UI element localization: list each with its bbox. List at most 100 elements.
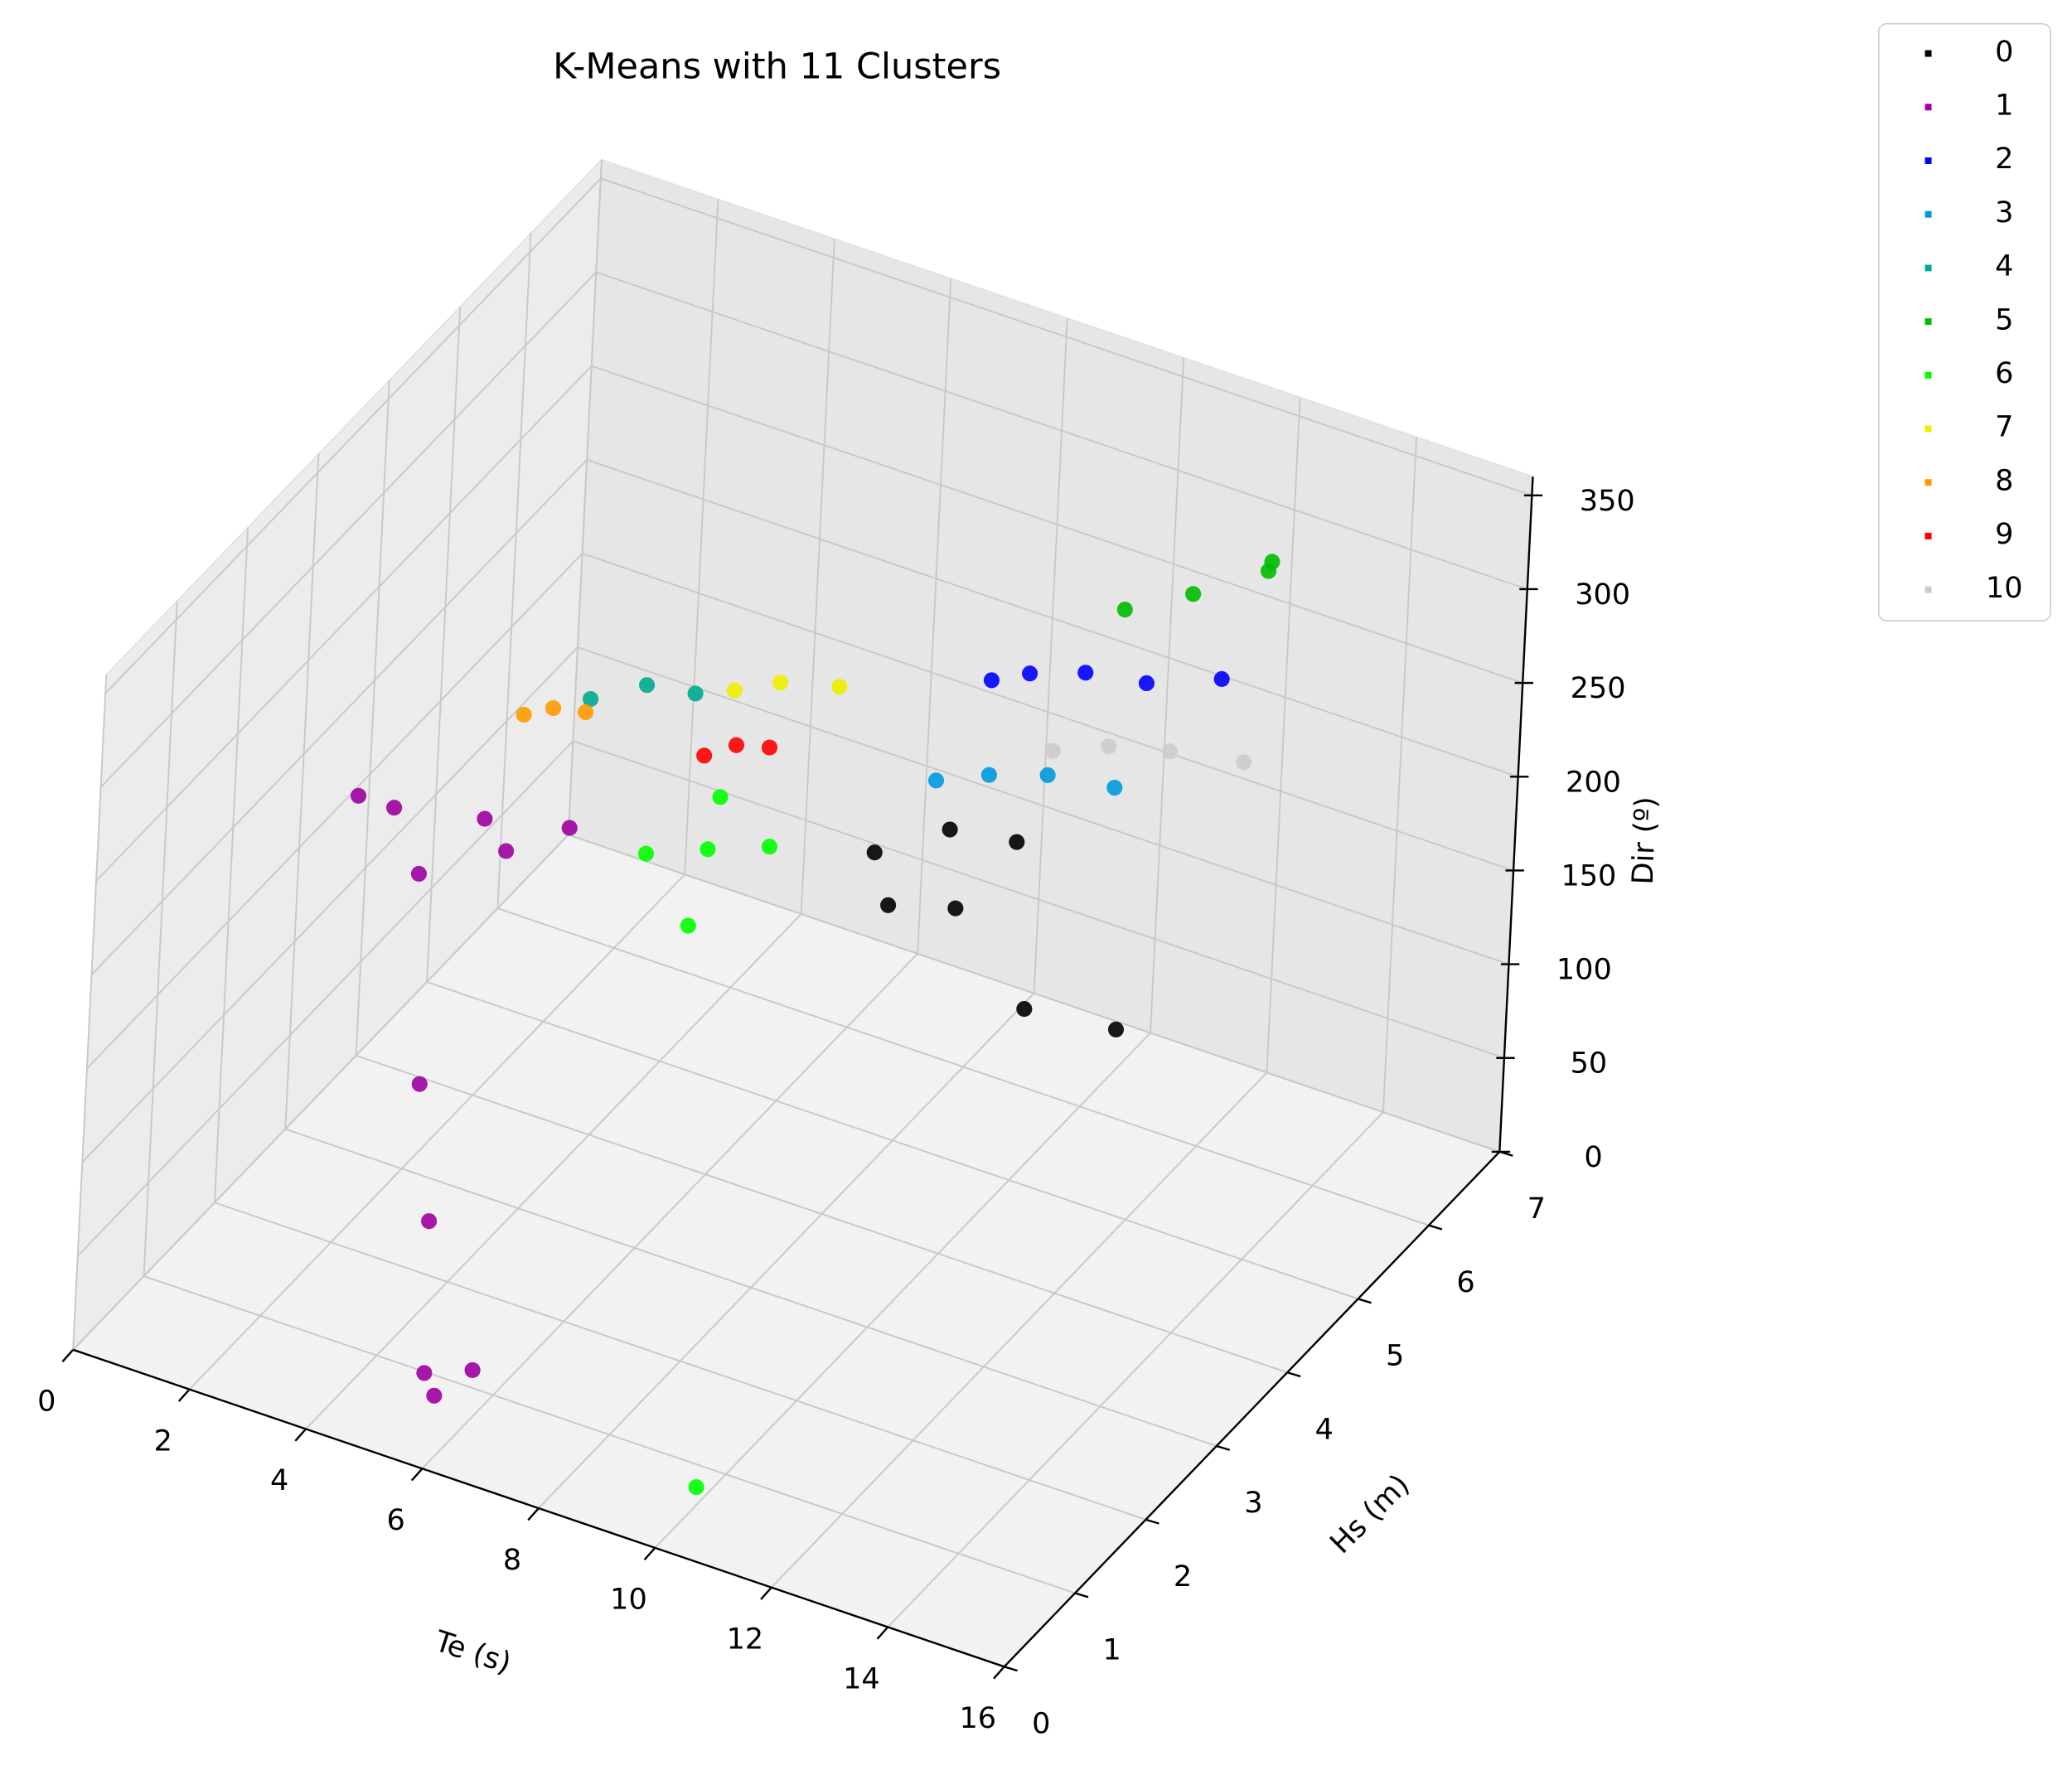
data-point [947, 900, 964, 917]
data-point [712, 789, 729, 805]
z-tick-label: 100 [1556, 953, 1612, 987]
data-point [386, 800, 403, 816]
legend-marker [1924, 210, 1932, 218]
grid-line [77, 740, 574, 1257]
tick-mark [1145, 1518, 1159, 1525]
tick-mark [876, 1626, 889, 1640]
grid-line [577, 646, 1509, 965]
tick-mark [527, 1507, 540, 1521]
grid-line [104, 177, 602, 694]
legend-marker [1924, 586, 1932, 593]
y-tick-label: 5 [1386, 1339, 1404, 1373]
legend-label: 7 [1995, 410, 2013, 444]
grid-line [426, 981, 1358, 1300]
legend-marker [1924, 318, 1932, 326]
data-point [726, 682, 743, 699]
chart-title: K-Means with 11 Clusters [553, 46, 1001, 87]
tick-mark [1216, 1444, 1231, 1451]
tick-mark [177, 1388, 191, 1402]
y-tick-label: 1 [1103, 1633, 1121, 1667]
data-point [688, 1479, 704, 1496]
y-tick-label: 3 [1244, 1486, 1262, 1520]
grid-line [72, 675, 108, 1350]
grid-line [568, 834, 1500, 1153]
grid-line [72, 834, 569, 1351]
y-axis-label: Hs (m) [1324, 1468, 1416, 1560]
data-point [1022, 665, 1038, 682]
grid-line [421, 953, 918, 1469]
data-point [1044, 742, 1061, 759]
data-point [421, 1213, 438, 1230]
tick-mark [61, 1349, 75, 1362]
legend-marker [1924, 157, 1932, 164]
data-point [1138, 675, 1155, 692]
data-point [545, 699, 562, 717]
grid-line [90, 459, 588, 975]
legend-label: 8 [1995, 463, 2013, 497]
x-axis-line [72, 1348, 1005, 1668]
data-point [980, 767, 997, 783]
grid-line [214, 1202, 1146, 1521]
z-tick-label: 350 [1580, 484, 1635, 518]
data-point [416, 1365, 433, 1381]
data-point [638, 677, 656, 694]
data-point [426, 1387, 443, 1404]
legend-label: 3 [1995, 196, 2013, 230]
y-axis-line [1003, 1151, 1501, 1668]
z-axis-line [1498, 476, 1534, 1152]
y-tick-label: 6 [1456, 1265, 1474, 1299]
data-point [410, 865, 428, 883]
z-tick-label: 200 [1566, 765, 1621, 799]
y-tick-label: 2 [1174, 1560, 1192, 1594]
data-point [1101, 738, 1117, 755]
data-point [561, 820, 578, 836]
data-point [1009, 834, 1025, 850]
x-tick-label: 10 [610, 1583, 647, 1617]
data-point [516, 706, 532, 723]
data-point [1213, 670, 1230, 688]
legend-marker [1924, 104, 1932, 111]
grid-line [582, 553, 1514, 872]
data-point [578, 704, 594, 720]
data-point [1264, 554, 1280, 570]
y-tick-label: 0 [1032, 1706, 1050, 1740]
data-point [1016, 1001, 1033, 1018]
data-point [983, 672, 1000, 689]
data-point [880, 897, 897, 913]
grid-line [305, 913, 802, 1430]
data-point [680, 917, 696, 934]
z-tick-label: 300 [1575, 578, 1630, 612]
grid-line [567, 159, 603, 835]
x-axis-label: Te (s) [430, 1624, 516, 1681]
grid-line [538, 992, 1035, 1509]
legend-label: 4 [1995, 249, 2013, 283]
data-point [942, 821, 958, 838]
grid-line [497, 907, 1430, 1226]
z-axis-label: Dir (º) [1626, 796, 1663, 886]
tick-mark [760, 1586, 772, 1600]
x-tick-label: 2 [154, 1424, 172, 1458]
data-point [772, 675, 789, 691]
grid-line [99, 271, 597, 788]
data-point [1236, 754, 1252, 771]
x-tick-label: 4 [270, 1463, 288, 1497]
data-point [761, 739, 778, 756]
legend-label: 6 [1995, 356, 2013, 390]
data-point [687, 685, 704, 702]
grid-line [86, 553, 583, 1070]
grid-line [95, 365, 593, 882]
legend-label: 0 [1995, 35, 2013, 69]
z-tick-label: 150 [1561, 858, 1616, 892]
legend-label: 1 [1995, 88, 2013, 122]
tick-mark [643, 1547, 656, 1561]
grid-line [586, 458, 1518, 778]
grid-line [188, 873, 685, 1390]
grid-line [591, 365, 1523, 684]
y-tick-label: 7 [1527, 1192, 1546, 1226]
data-point [831, 679, 848, 695]
data-point [464, 1361, 481, 1378]
tick-mark [993, 1666, 1005, 1680]
x-tick-label: 0 [37, 1385, 56, 1419]
data-point [866, 844, 883, 861]
